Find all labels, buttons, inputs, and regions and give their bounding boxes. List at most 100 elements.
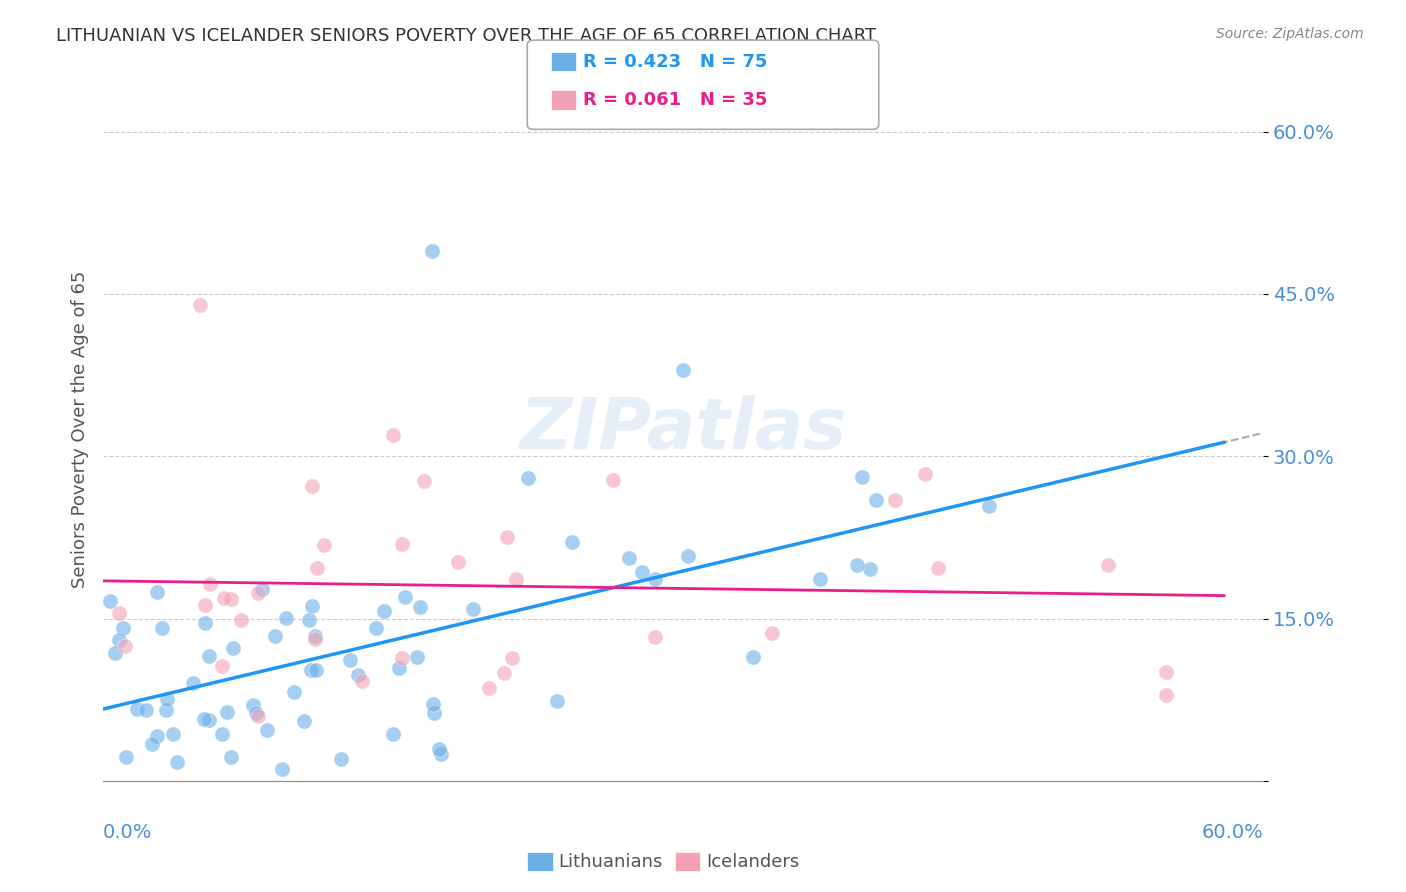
Point — [229, 613, 252, 627]
Point — [494, 665, 516, 680]
Point — [865, 492, 887, 507]
Point — [198, 714, 221, 728]
Point — [198, 648, 221, 663]
Point — [188, 298, 211, 312]
Point — [394, 591, 416, 605]
Point — [211, 726, 233, 740]
Point — [141, 737, 163, 751]
Point — [619, 551, 641, 566]
Point — [245, 706, 267, 720]
Point — [112, 621, 135, 635]
Point — [305, 664, 328, 678]
Point — [463, 602, 485, 616]
Point — [382, 427, 405, 442]
Point — [979, 499, 1001, 513]
Point — [927, 561, 949, 575]
Point — [127, 702, 149, 716]
Point — [517, 471, 540, 485]
Point — [546, 693, 568, 707]
Point — [884, 492, 907, 507]
Point — [104, 646, 127, 660]
Point — [274, 611, 297, 625]
Point — [914, 467, 936, 482]
Point — [193, 712, 215, 726]
Point — [631, 565, 654, 579]
Point — [304, 632, 326, 646]
Text: Icelanders: Icelanders — [706, 853, 799, 871]
Point — [495, 530, 517, 544]
Point — [405, 650, 427, 665]
Point — [1156, 688, 1178, 702]
Point — [98, 593, 121, 607]
Point — [846, 558, 869, 572]
Point — [429, 747, 451, 761]
Point — [391, 537, 413, 551]
Point — [219, 591, 242, 606]
Point — [114, 749, 136, 764]
Point — [242, 698, 264, 712]
Point — [108, 607, 131, 621]
Point — [264, 629, 287, 643]
Point — [413, 474, 436, 488]
Point — [672, 362, 695, 376]
Point — [194, 598, 217, 612]
Text: 60.0%: 60.0% — [1201, 823, 1263, 842]
Point — [181, 676, 204, 690]
Point — [644, 572, 666, 586]
Point — [602, 473, 624, 487]
Point — [222, 641, 245, 656]
Point — [330, 751, 353, 765]
Point — [246, 709, 269, 723]
Point — [292, 714, 315, 728]
Point — [851, 470, 873, 484]
Point — [217, 705, 239, 719]
Point — [420, 244, 443, 258]
Point — [301, 663, 323, 677]
Point — [381, 727, 404, 741]
Point — [501, 651, 523, 665]
Point — [373, 604, 395, 618]
Point — [156, 691, 179, 706]
Point — [388, 661, 411, 675]
Point — [146, 729, 169, 743]
Y-axis label: Seniors Poverty Over the Age of 65: Seniors Poverty Over the Age of 65 — [72, 270, 89, 588]
Point — [561, 535, 583, 549]
Point — [200, 577, 222, 591]
Point — [166, 755, 188, 769]
Point — [478, 681, 501, 696]
Point — [423, 706, 446, 720]
Point — [162, 727, 184, 741]
Point — [146, 585, 169, 599]
Point — [422, 698, 444, 712]
Point — [283, 685, 305, 699]
Point — [347, 667, 370, 681]
Point — [214, 591, 236, 606]
Point — [250, 582, 273, 596]
Point — [271, 762, 294, 776]
Point — [391, 650, 413, 665]
Point — [408, 599, 430, 614]
Point — [742, 650, 765, 665]
Point — [305, 561, 328, 575]
Point — [808, 572, 831, 586]
Point — [135, 703, 157, 717]
Point — [1097, 558, 1119, 572]
Point — [427, 742, 450, 756]
Text: R = 0.061   N = 35: R = 0.061 N = 35 — [583, 91, 768, 109]
Point — [211, 659, 233, 673]
Point — [859, 562, 882, 576]
Point — [447, 555, 470, 569]
Point — [301, 599, 323, 613]
Point — [246, 585, 269, 599]
Text: ZIPatlas: ZIPatlas — [519, 395, 846, 464]
Point — [304, 629, 326, 643]
Point — [1154, 665, 1177, 680]
Text: R = 0.423   N = 75: R = 0.423 N = 75 — [583, 53, 768, 70]
Text: Lithuanians: Lithuanians — [558, 853, 662, 871]
Point — [761, 626, 783, 640]
Point — [339, 653, 361, 667]
Text: LITHUANIAN VS ICELANDER SENIORS POVERTY OVER THE AGE OF 65 CORRELATION CHART: LITHUANIAN VS ICELANDER SENIORS POVERTY … — [56, 27, 876, 45]
Point — [298, 613, 321, 627]
Point — [312, 538, 335, 552]
Point — [152, 621, 174, 635]
